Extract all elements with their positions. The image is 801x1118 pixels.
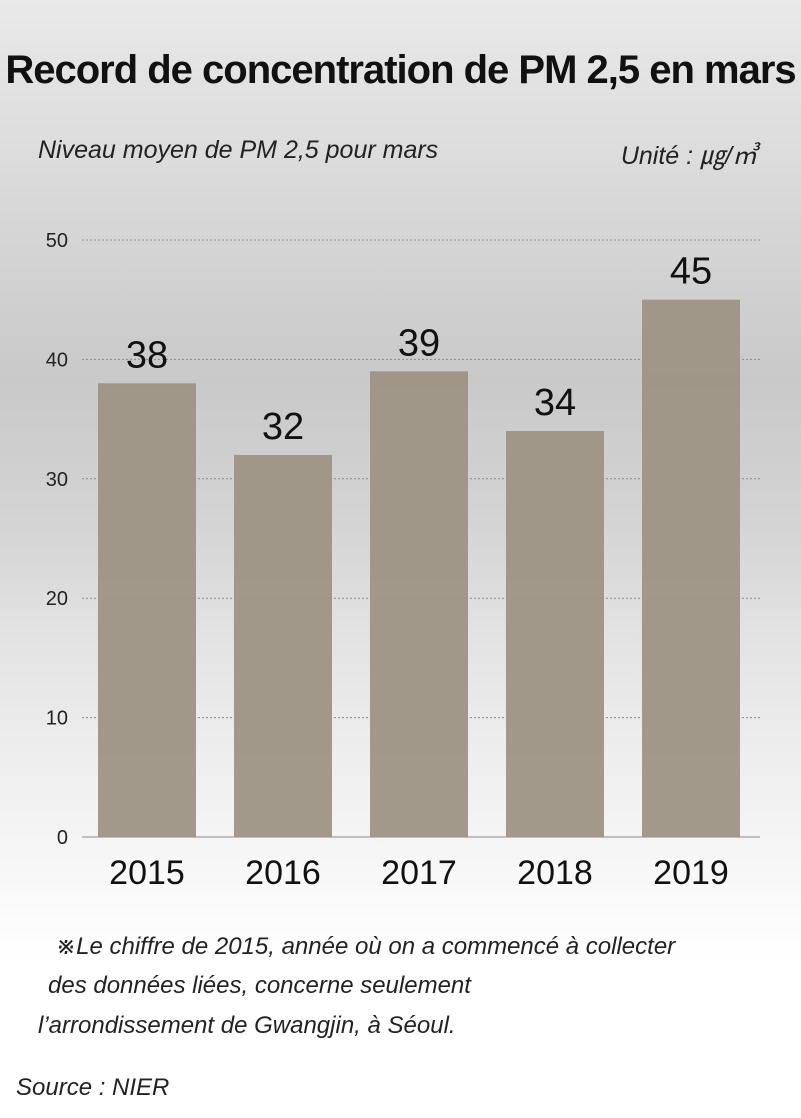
bar-2016	[234, 454, 332, 837]
chart-title: Record de concentration de PM 2,5 en mar…	[5, 48, 796, 92]
x-tick-label-2018: 2018	[517, 854, 593, 892]
x-tick-label-2016: 2016	[245, 854, 321, 892]
bar-2015	[98, 383, 196, 837]
y-tick-label: 40	[46, 349, 68, 371]
footnote-line-2: des données liées, concerne seulement	[48, 972, 471, 999]
y-tick-label: 0	[57, 827, 68, 849]
chart-subtitle: Niveau moyen de PM 2,5 pour mars	[38, 136, 439, 164]
footnote-line-3: l’arrondissement de Gwangjin, à Séoul.	[38, 1012, 456, 1039]
y-tick-label: 20	[46, 588, 68, 610]
x-tick-label-2019: 2019	[653, 854, 729, 892]
labels: 0 10 20 30 40 50 38 2015 32 2016 39 2017 34 2018 45 201…	[46, 230, 729, 892]
data-label-2018: 34	[534, 382, 576, 424]
bar-2019	[642, 299, 740, 837]
data-label-2015: 38	[126, 334, 168, 376]
y-tick-label: 50	[46, 230, 68, 252]
bar-2018	[506, 431, 604, 837]
y-tick-label: 10	[46, 708, 68, 730]
footnote-line-1: ※Le chiffre de 2015, année où on a comme…	[56, 933, 676, 960]
bar-chart: 0 10 20 30 40 50 38 2015 32 2016 39 2017 34 2018 45 201…	[46, 230, 760, 892]
bar-2017	[370, 371, 468, 837]
bars	[98, 299, 740, 837]
source-label: Source : NIER	[16, 1074, 170, 1101]
data-label-2019: 45	[670, 251, 712, 293]
y-tick-label: 30	[46, 469, 68, 491]
data-label-2017: 39	[398, 322, 440, 364]
data-label-2016: 32	[262, 406, 304, 448]
unit-label: Unité : ㎍/㎥	[620, 142, 757, 170]
x-tick-label-2017: 2017	[381, 854, 457, 892]
x-tick-label-2015: 2015	[109, 854, 185, 892]
